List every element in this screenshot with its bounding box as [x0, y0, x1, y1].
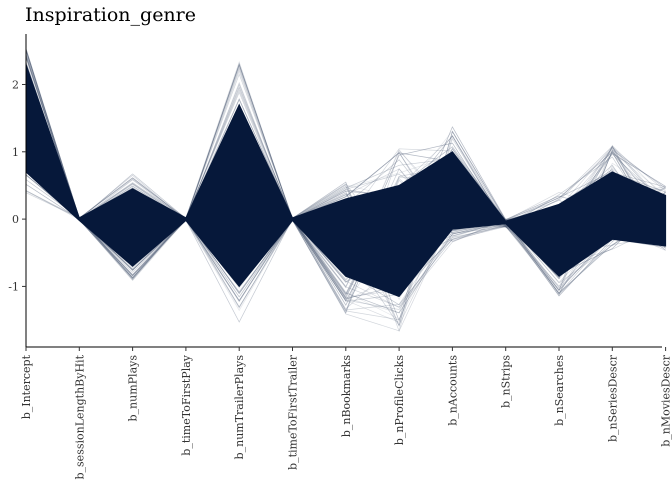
y-tick-label: 0 [12, 213, 19, 226]
chart-title: Inspiration_genre [25, 4, 196, 26]
series-line [25, 78, 666, 306]
series-line [25, 128, 666, 295]
series-line [25, 125, 666, 298]
x-tick-label: b_sessionLengthByHit [73, 354, 86, 479]
x-tick-label: b_nSearches [553, 355, 566, 426]
series-line [25, 64, 666, 308]
series-line [25, 77, 666, 310]
y-tick-label: 2 [12, 78, 19, 91]
x-tick-label: b_numTrailerPlays [233, 355, 246, 460]
density-band-shape [25, 64, 667, 298]
series-line [25, 49, 666, 306]
x-tick-label: b_numPlays [127, 355, 140, 422]
x-tick-label: b_nMoviesDescr [660, 354, 672, 447]
series-line [25, 66, 666, 291]
x-tick-label: b_nAccounts [446, 355, 459, 426]
x-tick-label: b_nBookmarks [340, 355, 353, 438]
series-lines [25, 48, 666, 333]
series-line [25, 107, 666, 302]
x-tick-label: b_nStrips [500, 355, 513, 408]
y-tick-label: -1 [8, 280, 19, 293]
x-tick-label: b_Intercept [20, 354, 33, 419]
density-band [25, 64, 667, 298]
series-line [25, 125, 666, 323]
x-tick-label: b_timeToFirstTrailer [287, 354, 300, 470]
x-tick-label: b_nProfileClicks [393, 355, 406, 446]
x-tick-label: b_nSeriesDescr [606, 354, 619, 442]
series-line [25, 107, 666, 291]
series-line [25, 164, 666, 308]
x-tick-label: b_timeToFirstPlay [180, 354, 193, 455]
axes: 2 1 0 -1 b_Intercept b_sessionLengthByHit b_nu… [8, 34, 672, 480]
y-tick-label: 1 [12, 146, 19, 159]
series-line [25, 86, 666, 322]
